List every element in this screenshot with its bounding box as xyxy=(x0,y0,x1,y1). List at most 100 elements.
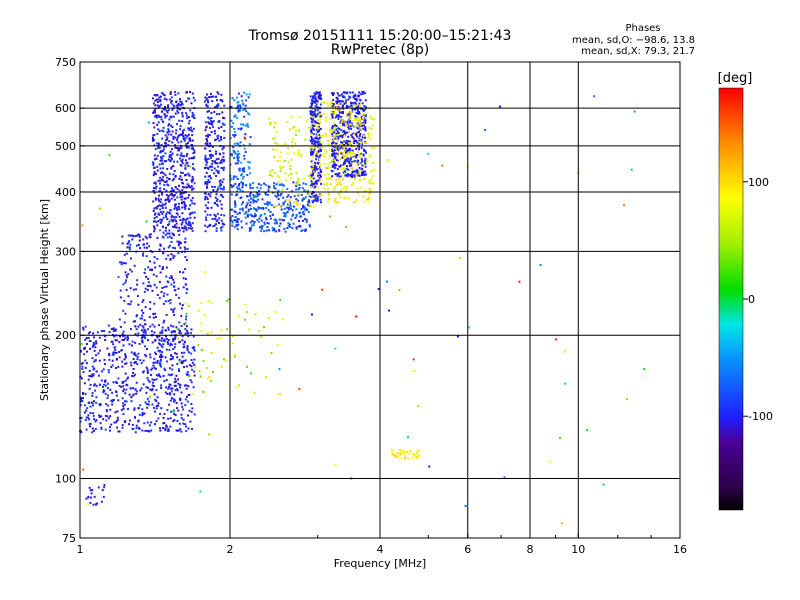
echo-point xyxy=(147,266,150,269)
echo-point xyxy=(325,181,328,184)
echo-point xyxy=(333,164,336,167)
echo-point xyxy=(312,170,315,173)
echo-point xyxy=(314,115,317,118)
echo-point xyxy=(182,277,185,280)
echo-point xyxy=(154,410,157,413)
echo-point xyxy=(351,175,354,178)
echo-point xyxy=(144,345,147,348)
echo-point xyxy=(132,358,135,361)
echo-point xyxy=(206,213,209,216)
echo-point xyxy=(232,175,235,178)
echo-point xyxy=(347,168,350,171)
echo-point xyxy=(159,167,162,170)
echo-point xyxy=(169,399,172,402)
echo-point xyxy=(359,128,362,131)
echo-point xyxy=(140,317,143,320)
echo-point xyxy=(145,246,148,249)
echo-point xyxy=(363,105,366,108)
echo-point xyxy=(133,408,136,411)
echo-point xyxy=(146,288,149,291)
echo-point xyxy=(93,360,96,363)
echo-point xyxy=(193,117,196,120)
echo-point xyxy=(302,197,305,200)
echo-point xyxy=(154,423,157,426)
echo-point xyxy=(358,124,361,127)
echo-point xyxy=(158,179,161,182)
echo-point xyxy=(160,386,163,389)
echo-point xyxy=(178,242,181,245)
echo-point xyxy=(123,321,126,324)
echo-point xyxy=(128,248,131,251)
echo-point xyxy=(364,114,367,117)
echo-point xyxy=(335,132,338,135)
echo-point xyxy=(118,430,121,433)
echo-point xyxy=(361,108,364,111)
echo-point xyxy=(347,151,350,154)
echo-point xyxy=(180,159,183,162)
echo-point xyxy=(124,353,127,356)
echo-point xyxy=(117,377,120,380)
echo-point xyxy=(167,430,170,433)
echo-point xyxy=(218,185,221,188)
x-tick-label: 6 xyxy=(464,543,471,556)
echo-point xyxy=(158,248,161,251)
echo-point xyxy=(183,323,186,326)
echo-point xyxy=(242,103,245,106)
echo-point xyxy=(200,322,203,325)
echo-point xyxy=(192,152,195,155)
echo-point xyxy=(256,193,259,196)
echo-point xyxy=(154,338,157,341)
echo-point xyxy=(306,203,309,206)
echo-point xyxy=(340,111,343,114)
echo-point xyxy=(168,244,171,247)
echo-point xyxy=(289,203,292,206)
echo-point xyxy=(219,153,222,156)
echo-point xyxy=(294,216,297,219)
echo-point xyxy=(255,209,258,212)
echo-point xyxy=(176,407,179,410)
echo-point xyxy=(146,397,149,400)
echo-point xyxy=(205,126,208,129)
echo-point xyxy=(191,407,194,410)
echo-point xyxy=(102,495,105,498)
echo-point xyxy=(296,199,299,202)
echo-point xyxy=(165,386,168,389)
echo-point xyxy=(207,101,210,104)
echo-point xyxy=(230,153,233,156)
echo-point xyxy=(142,359,145,362)
echo-point xyxy=(349,144,352,147)
echo-point xyxy=(297,152,300,155)
echo-point xyxy=(358,172,361,175)
echo-point xyxy=(164,174,167,177)
echo-point xyxy=(406,457,409,460)
echo-point xyxy=(86,407,89,410)
echo-point xyxy=(359,127,362,130)
echo-point xyxy=(315,165,318,168)
echo-point xyxy=(238,212,241,215)
echo-point xyxy=(148,395,151,398)
echo-point xyxy=(160,192,163,195)
echo-point xyxy=(317,127,320,130)
echo-point xyxy=(220,213,223,216)
echo-point xyxy=(167,342,170,345)
echo-point xyxy=(164,229,167,232)
echo-point xyxy=(407,436,410,439)
echo-point xyxy=(102,383,105,386)
echo-point xyxy=(167,387,170,390)
echo-point xyxy=(586,429,589,432)
echo-point xyxy=(216,91,219,94)
echo-point xyxy=(217,92,220,95)
echo-point xyxy=(207,133,210,136)
echo-point xyxy=(331,170,334,173)
echo-point xyxy=(357,111,360,114)
echo-point xyxy=(163,184,166,187)
echo-point xyxy=(353,140,356,143)
echo-point xyxy=(332,103,335,106)
echo-point xyxy=(208,96,211,99)
echo-point xyxy=(178,98,181,101)
echo-point xyxy=(149,388,152,391)
echo-point xyxy=(168,229,171,232)
echo-point xyxy=(158,130,161,133)
echo-point xyxy=(171,152,174,155)
echo-point xyxy=(417,453,420,456)
